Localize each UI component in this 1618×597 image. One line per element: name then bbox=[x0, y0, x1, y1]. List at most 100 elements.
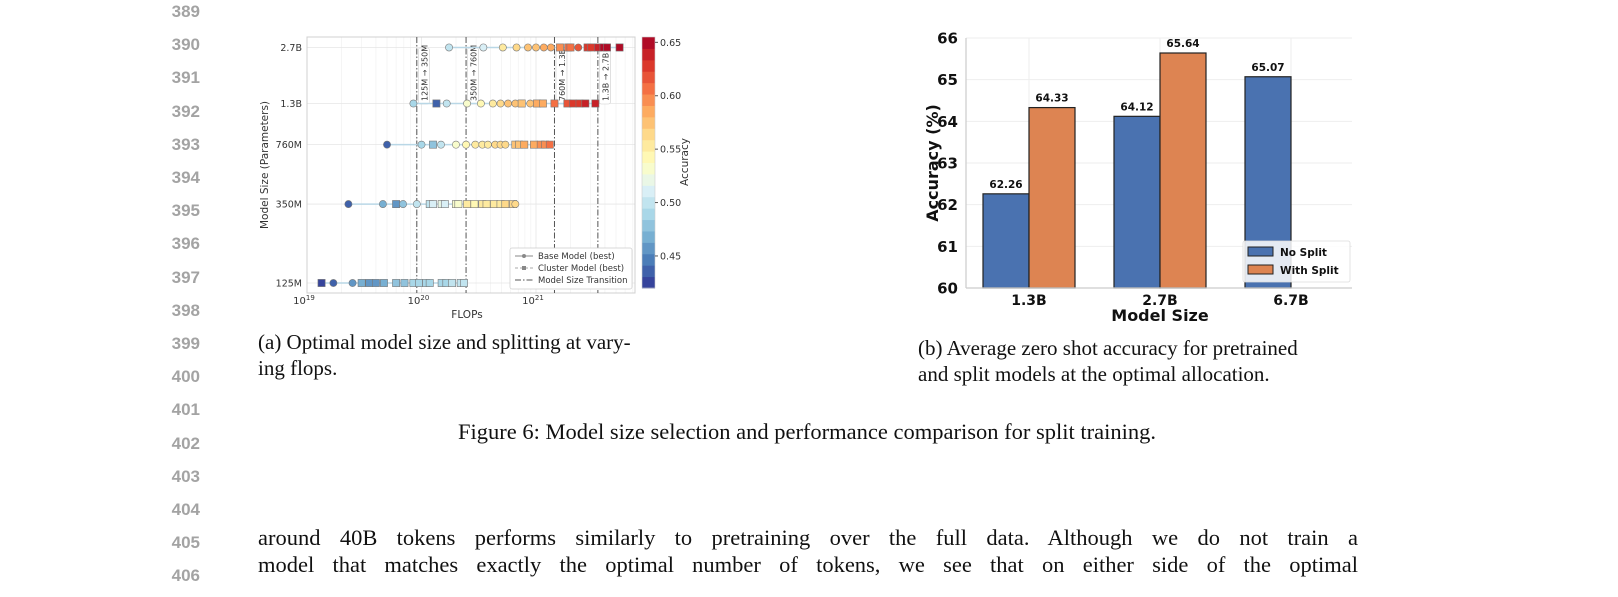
transition-label: 760M → 1.3B bbox=[558, 49, 567, 101]
line-number: 396 bbox=[171, 234, 200, 254]
line-number: 390 bbox=[171, 35, 200, 55]
base-model-point bbox=[532, 43, 540, 52]
colorbar-band bbox=[642, 253, 655, 266]
x-axis-label: Model Size bbox=[1111, 306, 1209, 325]
bar-value-label: 65.07 bbox=[1251, 62, 1284, 74]
line-number: 404 bbox=[171, 500, 200, 519]
cluster-model-point bbox=[365, 279, 374, 287]
base-model-point bbox=[409, 99, 418, 108]
base-model-point bbox=[463, 99, 471, 108]
base-model-point bbox=[512, 43, 521, 52]
colorbar-tick-label: 0.45 bbox=[660, 251, 681, 262]
cluster-model-point bbox=[482, 200, 491, 208]
caption-b-line1: (b) Average zero shot accuracy for pretr… bbox=[918, 336, 1298, 360]
bar-value-label: 62.26 bbox=[989, 179, 1022, 191]
legend-entry: No Split bbox=[1280, 247, 1327, 259]
legend-entry: Model Size Transition bbox=[538, 276, 627, 286]
legend-box bbox=[509, 247, 633, 290]
transition-label: 1.3B → 2.7B bbox=[601, 53, 610, 101]
cluster-model-point bbox=[539, 99, 547, 108]
base-model-point bbox=[378, 200, 387, 208]
line-number: 399 bbox=[171, 334, 200, 353]
colorbar-band bbox=[642, 128, 655, 141]
colorbar-band bbox=[642, 59, 655, 72]
colorbar-band bbox=[642, 265, 655, 278]
bar-with-split bbox=[1159, 52, 1207, 289]
line-number: 398 bbox=[171, 300, 200, 320]
bar-value-label: 65.64 bbox=[1166, 38, 1199, 50]
bar-no-split bbox=[1113, 115, 1161, 289]
base-model-point bbox=[547, 43, 555, 52]
base-model-point bbox=[574, 43, 583, 52]
cluster-model-point bbox=[392, 279, 400, 287]
base-model-point bbox=[344, 200, 353, 208]
plot-frame bbox=[306, 36, 636, 294]
cluster-model-point bbox=[550, 99, 559, 108]
x-axis-label: FLOPs bbox=[451, 309, 482, 321]
colorbar-band bbox=[642, 151, 655, 163]
base-model-point bbox=[329, 279, 338, 287]
cluster-model-point bbox=[490, 200, 498, 208]
legend-entry: Cluster Model (best) bbox=[538, 264, 624, 274]
colorbar-frame bbox=[641, 36, 656, 289]
cluster-model-point bbox=[568, 99, 577, 108]
y-tick-label: 64 bbox=[937, 113, 958, 131]
line-number: 391 bbox=[171, 68, 200, 88]
colorbar-band bbox=[642, 230, 655, 243]
cluster-model-point bbox=[380, 279, 388, 287]
base-model-point bbox=[417, 140, 426, 149]
figure-charts: 125M → 350M 350M → 760M 760M → 1.3B 1.3B → … bbox=[259, 30, 1352, 325]
cluster-model-point bbox=[501, 200, 510, 208]
x-tick-label: 1020 bbox=[408, 294, 430, 307]
base-model-point bbox=[501, 140, 510, 149]
caption-b-line2: and split models at the optimal allocati… bbox=[918, 362, 1270, 386]
cluster-model-point bbox=[432, 99, 441, 108]
line-number: 392 bbox=[171, 101, 200, 121]
cluster-model-point bbox=[566, 43, 575, 52]
base-model-point bbox=[383, 140, 391, 149]
y-tick-label: 61 bbox=[937, 238, 958, 256]
colorbar-band bbox=[642, 82, 655, 95]
cluster-model-point bbox=[460, 279, 468, 287]
line-number: 389 bbox=[171, 2, 200, 21]
cluster-model-point bbox=[454, 200, 463, 208]
x-tick-label: 2.7B bbox=[1142, 293, 1177, 309]
base-model-point bbox=[399, 200, 407, 208]
cluster-model-point bbox=[591, 99, 600, 108]
colorbar-tick-label: 0.65 bbox=[660, 38, 681, 49]
colorbar-band bbox=[642, 242, 655, 255]
base-model-point bbox=[511, 200, 520, 208]
base-model-point bbox=[483, 140, 492, 149]
cluster-model-point bbox=[517, 99, 526, 108]
line-number: 406 bbox=[171, 566, 200, 586]
y-tick-label: 125M bbox=[276, 279, 302, 290]
figure-caption-text: Figure 6: Model size selection and perfo… bbox=[458, 419, 1156, 444]
base-model-point bbox=[442, 99, 451, 108]
base-model-point bbox=[437, 140, 445, 149]
colorbar-band bbox=[642, 71, 655, 84]
cluster-model-point bbox=[556, 43, 564, 52]
base-model-point bbox=[496, 99, 505, 108]
x-tick-label: 1.3B bbox=[1011, 293, 1046, 309]
legend-cluster-marker bbox=[522, 266, 526, 270]
colorbar-band bbox=[642, 276, 655, 289]
base-model-point bbox=[488, 99, 497, 108]
cluster-model-point bbox=[463, 200, 471, 208]
cluster-model-point bbox=[615, 43, 624, 52]
y-tick-label: 2.7B bbox=[280, 43, 302, 54]
base-model-point bbox=[476, 99, 485, 108]
colorbar-band bbox=[642, 219, 655, 232]
body-line-2: model that matches exactly the optimal n… bbox=[258, 552, 1358, 577]
caption-a-line2: ing flops. bbox=[258, 356, 338, 380]
colorbar-band bbox=[642, 208, 655, 221]
line-number: 393 bbox=[171, 134, 200, 154]
y-tick-label: 1.3B bbox=[280, 99, 302, 110]
base-model-point bbox=[348, 279, 357, 287]
colorbar-tick-label: 0.60 bbox=[660, 91, 681, 102]
x-tick-label: 1019 bbox=[293, 294, 315, 307]
base-model-point bbox=[539, 43, 548, 52]
base-model-point bbox=[412, 200, 421, 208]
base-model-point bbox=[524, 43, 532, 52]
line-number: 394 bbox=[171, 168, 200, 187]
cluster-model-point bbox=[317, 279, 326, 287]
